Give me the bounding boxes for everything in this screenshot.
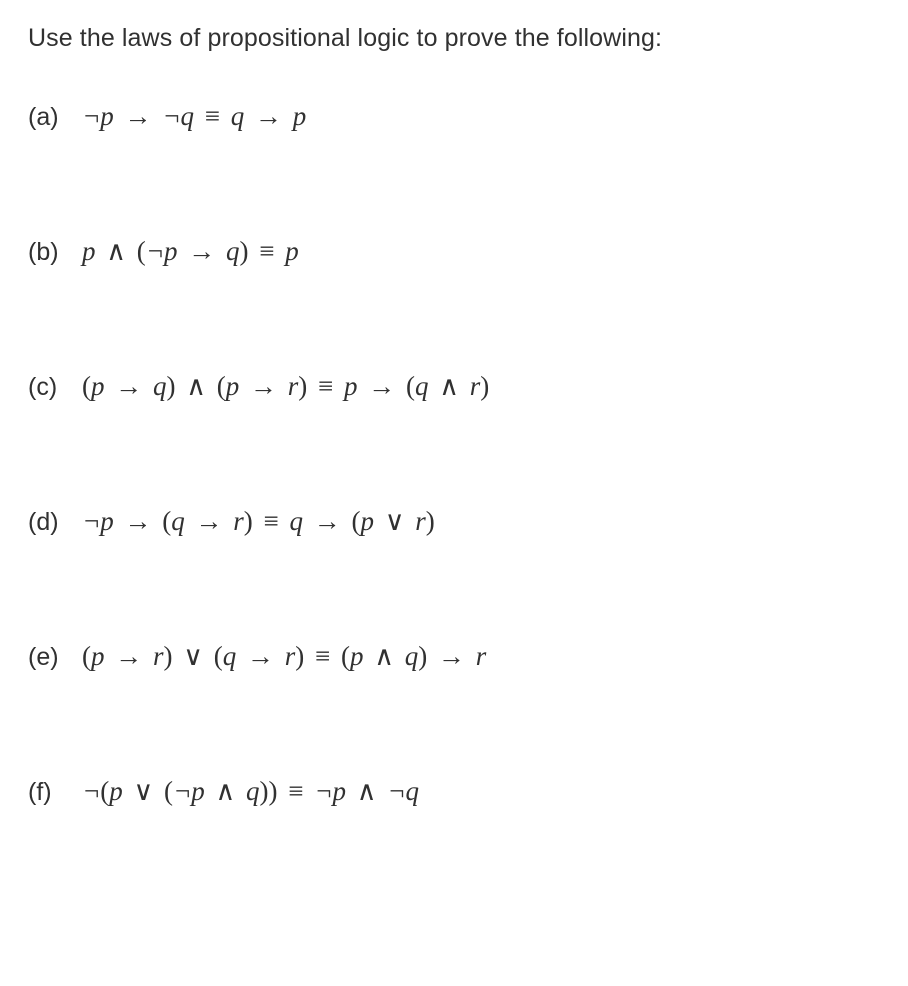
problem-label: (d) [28, 508, 82, 537]
problem-formula: ¬p → (q → r) ≡ q → (p ∨ r) [82, 506, 435, 537]
problem-formula: ¬(p ∨ (¬p ∧ q)) ≡ ¬p ∧ ¬q [82, 776, 419, 807]
problem-formula: (p → q) ∧ (p → r) ≡ p → (q ∧ r) [82, 371, 489, 402]
problem-d: (d) ¬p → (q → r) ≡ q → (p ∨ r) [28, 506, 880, 537]
problem-label: (a) [28, 103, 82, 132]
problem-formula: (p → r) ∨ (q → r) ≡ (p ∧ q) → r [82, 641, 486, 672]
problem-label: (f) [28, 778, 82, 807]
problem-label: (e) [28, 643, 82, 672]
problem-formula: ¬p → ¬q ≡ q → p [82, 101, 306, 132]
intro-text: Use the laws of propositional logic to p… [28, 24, 880, 53]
problem-b: (b) p ∧ (¬p → q) ≡ p [28, 236, 880, 267]
problem-f: (f) ¬(p ∨ (¬p ∧ q)) ≡ ¬p ∧ ¬q [28, 776, 880, 807]
problem-label: (c) [28, 373, 82, 402]
problem-formula: p ∧ (¬p → q) ≡ p [82, 236, 299, 267]
problem-c: (c) (p → q) ∧ (p → r) ≡ p → (q ∧ r) [28, 371, 880, 402]
problem-a: (a) ¬p → ¬q ≡ q → p [28, 101, 880, 132]
problem-label: (b) [28, 238, 82, 267]
problem-e: (e) (p → r) ∨ (q → r) ≡ (p ∧ q) → r [28, 641, 880, 672]
